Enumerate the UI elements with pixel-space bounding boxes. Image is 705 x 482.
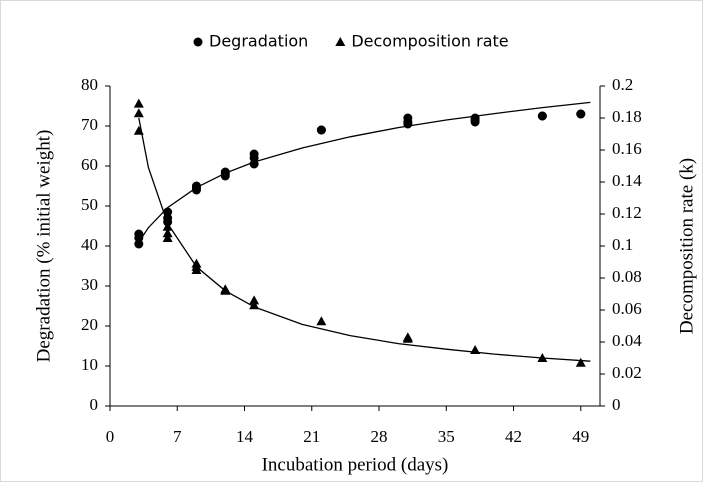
y2-tick-label: 0.06	[612, 299, 642, 318]
x-tick-label: 7	[173, 427, 182, 446]
circle-point	[537, 111, 547, 121]
y2-tick-label: 0	[612, 395, 621, 414]
circle-point	[134, 239, 144, 249]
x-tick-label: 14	[236, 427, 254, 446]
y2-tick-label: 0.14	[612, 171, 642, 190]
y-tick-label: 70	[81, 115, 98, 134]
y2-tick-label: 0.1	[612, 235, 633, 254]
x-tick-label: 0	[106, 427, 115, 446]
legend-marker	[193, 37, 203, 47]
triangle-point	[575, 357, 586, 367]
y-tick-label: 0	[90, 395, 99, 414]
x-tick-label: 21	[303, 427, 320, 446]
y-tick-label: 30	[81, 275, 98, 294]
y2-tick-label: 0.2	[612, 75, 633, 94]
y2-tick-label: 0.16	[612, 139, 642, 158]
trend-line	[138, 117, 591, 362]
x-tick-label: 28	[371, 427, 388, 446]
y2-tick-label: 0.18	[612, 107, 642, 126]
triangle-point	[162, 233, 173, 242]
y-tick-label: 20	[81, 315, 98, 334]
x-tick-label: 42	[505, 427, 522, 446]
triangle-point	[162, 221, 173, 231]
y-axis-title: Degradation (% initial weight)	[33, 130, 54, 363]
triangle-point	[249, 295, 260, 305]
y-tick-label: 50	[81, 195, 98, 214]
triangle-point	[162, 228, 173, 238]
y-tick-label: 10	[81, 355, 98, 374]
triangle-point	[402, 333, 413, 343]
legend-label: Degradation	[209, 32, 308, 51]
legend-label: Decomposition rate	[351, 32, 508, 51]
legend-marker	[335, 37, 346, 46]
triangle-point	[133, 98, 144, 108]
y2-axis-title: Decomposition rate (k)	[676, 158, 697, 334]
y2-tick-label: 0.02	[612, 363, 642, 382]
circle-point	[576, 109, 586, 119]
x-axis-title: Incubation period (days)	[262, 454, 449, 475]
y2-tick-label: 0.12	[612, 203, 642, 222]
x-tick-label: 35	[438, 427, 455, 446]
triangle-point	[316, 316, 327, 326]
y-tick-label: 40	[81, 235, 98, 254]
circle-point	[316, 125, 326, 135]
triangle-point	[133, 108, 144, 118]
y-tick-label: 60	[81, 155, 98, 174]
triangle-point	[191, 265, 202, 274]
triangle-point	[249, 300, 260, 310]
x-tick-label: 49	[572, 427, 589, 446]
trend-line	[138, 101, 591, 243]
y2-tick-label: 0.08	[612, 267, 642, 286]
y-tick-label: 80	[81, 75, 98, 94]
y2-tick-label: 0.04	[612, 331, 642, 350]
circle-point	[470, 117, 480, 127]
